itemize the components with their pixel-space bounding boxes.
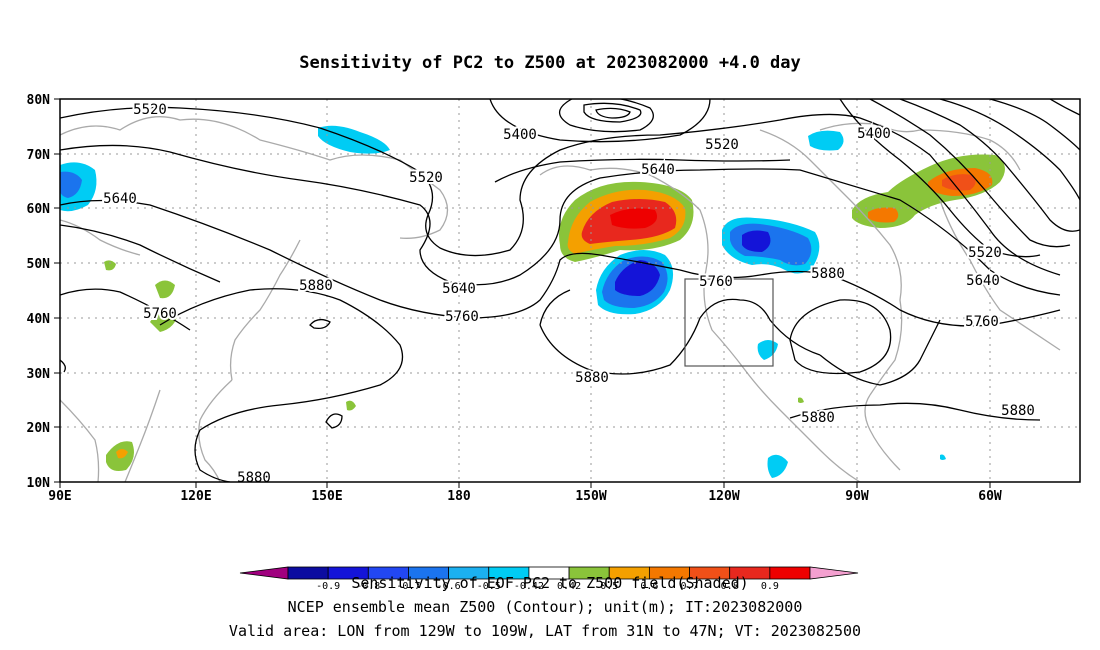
contour-labels: 5520 5400 5520 5520 5400 5640 5640 5640 … xyxy=(101,100,1037,486)
contour-label-c5520-d: 5520 xyxy=(968,245,1002,261)
x-tick-label: 120W xyxy=(708,489,739,504)
shade-bit-8 xyxy=(767,454,788,478)
valid-area-box xyxy=(684,278,774,367)
coastlines xyxy=(60,116,1061,482)
contour-label-c5520-b: 5520 xyxy=(705,137,739,153)
footer-line-1: Sensitivity of EOF PC2 to Z500 field(Sha… xyxy=(351,574,748,592)
shade-blob-labrador-orange xyxy=(868,207,899,223)
contour-label-c5880-d: 5880 xyxy=(801,410,835,426)
y-tick-label: 30N xyxy=(27,367,51,382)
shade-bit-7 xyxy=(757,340,778,360)
x-tick-label: 60W xyxy=(978,489,1002,504)
colorbar-label: -0.8 xyxy=(356,581,380,592)
shade-blob-alaska-core xyxy=(610,208,658,229)
shade-bit-2 xyxy=(155,280,175,299)
x-tick-label: 150W xyxy=(575,489,606,504)
y-tick-label: 20N xyxy=(27,421,51,436)
colorbar-label: -0.5 xyxy=(477,581,501,592)
shade-blob-canada-dark xyxy=(742,230,771,252)
shade-bit-9 xyxy=(798,397,804,403)
shade-blob-west-blue xyxy=(60,171,82,198)
contour-label-c5640-a: 5640 xyxy=(641,162,675,178)
graticule xyxy=(60,99,1080,482)
y-tick-label: 70N xyxy=(27,148,51,163)
shaded-sensitivity-field xyxy=(60,125,1005,478)
y-tick-label: 10N xyxy=(27,476,51,491)
plot-frame xyxy=(59,98,1081,483)
contour-label-c5520-c: 5520 xyxy=(409,170,443,186)
x-tick-label: 120E xyxy=(180,489,211,504)
x-axis: 90E 120E 150E 180 150W 120W 90W 60W xyxy=(48,482,1002,504)
contour-label-c5880-c: 5880 xyxy=(575,370,609,386)
y-axis: 10N 20N 30N 40N 50N 60N 70N 80N xyxy=(27,93,60,491)
colorbar-swatch xyxy=(769,566,811,580)
shade-bit-10 xyxy=(940,454,946,460)
contour-label-c5880-b: 5880 xyxy=(811,266,845,282)
colorbar-label: -0.9 xyxy=(316,581,340,592)
shade-bit-5 xyxy=(116,449,128,459)
contour-label-c5640-c: 5640 xyxy=(442,281,476,297)
x-tick-label: 90W xyxy=(845,489,869,504)
contour-label-c5400-a: 5400 xyxy=(503,127,537,143)
colorbar-label: -0.6 xyxy=(437,581,461,592)
footer-line-3: Valid area: LON from 129W to 109W, LAT f… xyxy=(229,622,861,640)
footer-line-2: NCEP ensemble mean Z500 (Contour); unit(… xyxy=(288,598,803,616)
contour-label-c5880-e: 5880 xyxy=(1001,403,1035,419)
contour-label-c5400-b: 5400 xyxy=(857,126,891,142)
contour-label-c5640-d: 5640 xyxy=(966,273,1000,289)
y-tick-label: 40N xyxy=(27,312,51,327)
contour-label-c5880-a: 5880 xyxy=(299,278,333,294)
colorbar-swatch xyxy=(809,566,859,580)
shade-bit-3 xyxy=(150,309,178,332)
colorbar-label: 0.9 xyxy=(761,581,779,592)
colorbar-label: 0.6 xyxy=(640,581,658,592)
shade-blob-greenland-red xyxy=(942,174,976,191)
z500-contours xyxy=(60,99,1080,482)
map-title: Sensitivity of PC2 to Z500 at 2023082000… xyxy=(299,53,801,73)
colorbar-label: 0.42 xyxy=(557,581,581,592)
y-tick-label: 50N xyxy=(27,257,51,272)
colorbar-swatch xyxy=(287,566,329,580)
contour-label-c5760-c: 5760 xyxy=(699,274,733,290)
y-tick-label: 80N xyxy=(27,93,51,108)
shade-bit-6 xyxy=(346,400,356,411)
x-tick-label: 90E xyxy=(48,489,71,504)
x-tick-label: 180 xyxy=(447,489,471,504)
contour-label-c5760-b: 5760 xyxy=(445,309,479,325)
shade-blob-pacific-dark xyxy=(615,260,660,296)
contour-label-c5760-a: 5760 xyxy=(143,306,177,322)
shade-bit-1 xyxy=(104,260,116,271)
x-tick-label: 150E xyxy=(311,489,342,504)
contour-label-c5640-b: 5640 xyxy=(103,191,137,207)
colorbar: -0.9 -0.8 -0.7 -0.6 -0.5 -0.42 0.42 0.5 0.6 0.7 0.… xyxy=(239,566,859,592)
contour-label-c5520-a: 5520 xyxy=(133,102,167,118)
shade-blob-arctic-cyan xyxy=(808,130,844,151)
colorbar-swatch xyxy=(239,566,289,580)
colorbar-label: -0.42 xyxy=(514,581,544,592)
colorbar-label: 0.8 xyxy=(721,581,739,592)
colorbar-label: 0.5 xyxy=(600,581,618,592)
y-tick-label: 60N xyxy=(27,202,51,217)
contour-label-c5760-d: 5760 xyxy=(965,314,999,330)
contour-label-c5880-f: 5880 xyxy=(237,470,271,486)
colorbar-label: 0.7 xyxy=(681,581,699,592)
colorbar-label: -0.7 xyxy=(396,581,420,592)
